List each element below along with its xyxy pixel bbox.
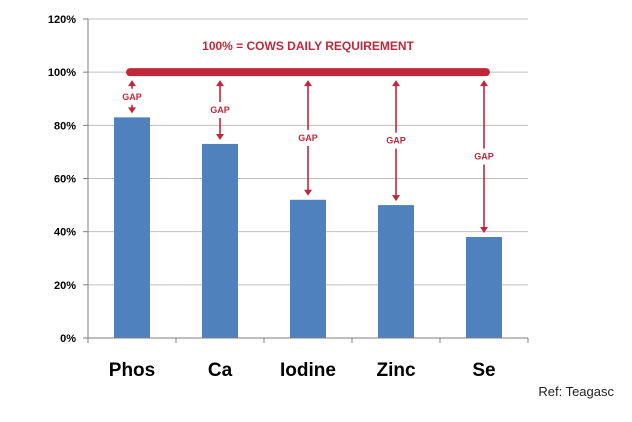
y-tick-label: 40%: [54, 227, 76, 239]
bar-phos: [114, 117, 150, 338]
x-tick-label: Ca: [208, 360, 233, 381]
bars: [114, 117, 502, 338]
gap-label: GAP: [122, 92, 142, 102]
bar-zinc: [378, 205, 414, 338]
y-tick-label: 0%: [60, 333, 76, 345]
gap-arrowhead: [480, 80, 488, 87]
bar-ca: [202, 143, 238, 338]
x-tick-label: Se: [472, 360, 495, 381]
axes: [83, 18, 529, 343]
x-tick-label: Iodine: [280, 360, 336, 381]
bar-se: [466, 236, 502, 338]
gap-label: GAP: [474, 152, 494, 162]
y-tick-label: 100%: [48, 67, 76, 79]
x-tick-label: Zinc: [376, 360, 415, 381]
gap-label: GAP: [386, 136, 406, 146]
bar-iodine: [290, 199, 326, 338]
gap-arrowhead: [392, 80, 400, 87]
gap-arrowhead: [304, 80, 312, 87]
source-reference: Ref: Teagasc: [538, 384, 614, 399]
gap-arrowhead: [304, 189, 312, 196]
gap-label: GAP: [298, 133, 318, 143]
y-tick-label: 80%: [54, 120, 76, 132]
y-tick-label: 60%: [54, 174, 76, 186]
y-tick-label: 20%: [54, 280, 76, 292]
gap-arrowhead: [216, 80, 224, 87]
gap-arrowhead: [392, 195, 400, 202]
y-tick-labels: 0% 20% 40% 60% 80% 100% 120%: [48, 14, 76, 345]
gap-arrowhead: [128, 107, 136, 114]
gap-label: GAP: [210, 105, 230, 115]
x-tick-label: Phos: [109, 360, 155, 381]
requirement-label: 100% = COWS DAILY REQUIREMENT: [202, 39, 414, 53]
y-tick-label: 120%: [48, 14, 76, 26]
annotations: 100% = COWS DAILY REQUIREMENT GAP GAP GAP G…: [122, 39, 494, 233]
gap-arrowhead: [128, 80, 136, 87]
x-tick-labels: Phos Ca Iodine Zinc Se: [109, 360, 496, 381]
gap-arrowhead: [216, 133, 224, 140]
gap-arrowhead: [480, 226, 488, 233]
